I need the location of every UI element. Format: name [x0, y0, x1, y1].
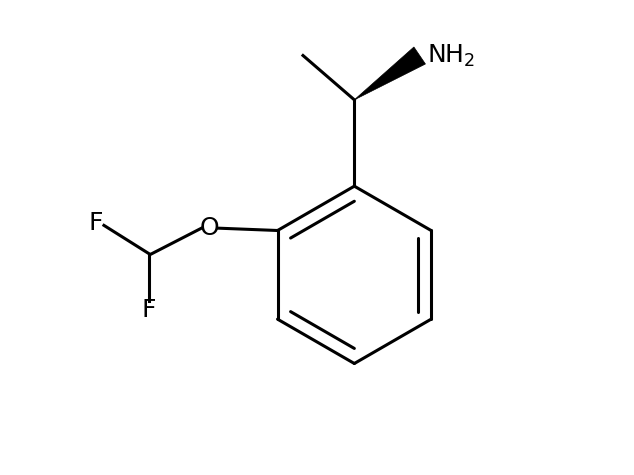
- Text: O: O: [200, 216, 220, 240]
- Polygon shape: [354, 47, 425, 100]
- Text: NH$_2$: NH$_2$: [427, 42, 475, 68]
- Text: F: F: [88, 211, 103, 236]
- Text: F: F: [142, 298, 157, 322]
